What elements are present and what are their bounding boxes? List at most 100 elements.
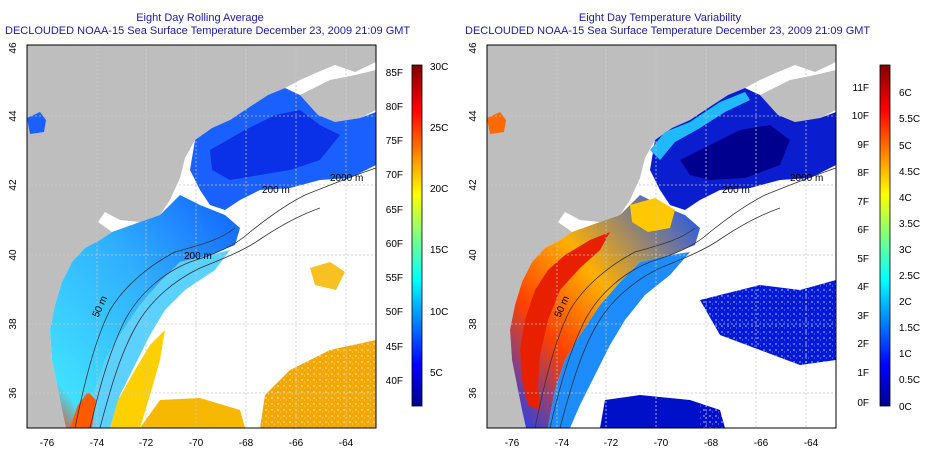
right-cb-f-2: 2F — [857, 339, 869, 350]
right-lat-36: 36 — [468, 387, 479, 399]
left-cb-f-80: 80F — [386, 102, 403, 113]
right-map-offshore-blue — [600, 395, 725, 428]
right-lon-72: -72 — [604, 438, 619, 449]
left-map-title-line1: Eight Day Rolling Average — [136, 12, 264, 24]
left-map-ns-patch — [27, 112, 46, 134]
right-map-shelf — [510, 195, 700, 428]
left-cb-f-55: 55F — [386, 273, 403, 284]
right-cb-f-0: 0F — [857, 398, 869, 409]
right-cb-c-4: 4C — [899, 193, 912, 204]
left-map: 2000 m 200 m 200 m 50 m 46 44 42 40 38 3… — [8, 42, 448, 449]
right-map-ns-patch — [487, 112, 506, 134]
left-map-patch-3 — [310, 262, 345, 290]
left-map-lat-labels: 46 44 42 40 38 36 — [8, 42, 19, 399]
right-cb-f-3: 3F — [857, 311, 869, 322]
left-map-lon-labels: -76 -74 -72 -70 -68 -66 -64 — [40, 438, 354, 449]
left-cb-f-60: 60F — [386, 239, 403, 250]
right-cb-c-0: 0C — [899, 402, 912, 413]
right-cb-c-2.5: 2.5C — [899, 271, 920, 282]
right-cb-f-7: 7F — [857, 197, 869, 208]
left-lat-46: 46 — [8, 42, 19, 54]
left-cb-c-30: 30C — [430, 62, 448, 73]
left-lon-66: -66 — [289, 438, 304, 449]
right-lon-64: -64 — [804, 438, 819, 449]
left-colorbar — [411, 64, 423, 407]
right-map-contour-label-200: 200 m — [722, 185, 750, 196]
right-map-outer-shelf — [548, 252, 690, 428]
right-cb-f-6: 6F — [857, 225, 869, 236]
right-lon-76: -76 — [505, 438, 520, 449]
left-cb-f-40: 40F — [386, 376, 403, 387]
right-lat-38: 38 — [468, 318, 479, 330]
right-lat-46: 46 — [468, 42, 479, 54]
right-map: 2000 m 200 m 50 m 46 44 42 40 38 36 -76 … — [468, 42, 920, 449]
left-map-contour-label-200a: 200 m — [262, 185, 290, 196]
right-colorbar-celsius: 6C 5.5C 5C 4.5C 4C 3.5C 3C 2.5C 2C 1.5C … — [899, 88, 920, 413]
right-cb-f-5: 5F — [857, 254, 869, 265]
right-cb-c-4.5: 4.5C — [899, 167, 920, 178]
right-cb-f-11: 11F — [853, 83, 870, 94]
right-lon-68: -68 — [704, 438, 719, 449]
right-cb-f-9: 9F — [857, 140, 869, 151]
left-map-shelf — [50, 195, 240, 428]
left-cb-f-50: 50F — [386, 307, 403, 318]
right-map-contour-label-2000: 2000 m — [790, 173, 823, 184]
left-map-title-line2: DECLOUDED NOAA-15 Sea Surface Temperatur… — [5, 25, 411, 37]
right-cb-c-2: 2C — [899, 297, 912, 308]
right-lat-44: 44 — [468, 110, 479, 122]
left-map-title: Eight Day Rolling Average DECLOUDED NOAA… — [5, 12, 411, 38]
right-colorbar-fahrenheit: 11F 10F 9F 8F 7F 6F 5F 4F 3F 2F 1F 0F — [852, 83, 869, 409]
right-cb-c-3: 3C — [899, 245, 912, 256]
right-cb-c-1: 1C — [899, 349, 912, 360]
right-lat-42: 42 — [468, 179, 479, 191]
left-cb-f-65: 65F — [386, 205, 403, 216]
right-map-yellow-patch — [630, 198, 675, 232]
right-cb-c-5.5: 5.5C — [899, 114, 920, 125]
left-cb-c-20: 20C — [430, 184, 448, 195]
right-map-title-line2: DECLOUDED NOAA-15 Sea Surface Temperatur… — [465, 25, 871, 37]
right-lon-74: -74 — [555, 438, 570, 449]
right-map-speckle — [700, 260, 836, 428]
right-cb-c-6: 6C — [899, 88, 912, 99]
left-colorbar-celsius: 30C 25C 20C 15C 10C 5C — [430, 62, 448, 379]
left-lat-44: 44 — [8, 110, 19, 122]
left-cb-c-10: 10C — [430, 307, 448, 318]
left-lon-76: -76 — [40, 438, 55, 449]
left-lon-74: -74 — [90, 438, 105, 449]
left-colorbar-fahrenheit: 85F 80F 75F 70F 65F 60F 55F 50F 45F 40F — [386, 68, 403, 387]
right-cb-c-1.5: 1.5C — [899, 323, 920, 334]
right-cb-c-5: 5C — [899, 141, 912, 152]
right-map-title: Eight Day Temperature Variability DECLOU… — [465, 12, 871, 38]
left-map-slope-warm — [110, 330, 165, 428]
right-cb-f-10: 10F — [852, 111, 869, 122]
right-map-lat-labels: 46 44 42 40 38 36 — [468, 42, 479, 399]
left-lat-38: 38 — [8, 318, 19, 330]
left-map-contour-label-2000: 2000 m — [330, 173, 363, 184]
right-cb-f-8: 8F — [857, 168, 869, 179]
left-cb-f-85: 85F — [386, 68, 403, 79]
left-lon-72: -72 — [139, 438, 154, 449]
left-map-speckle — [260, 340, 376, 428]
right-lon-70: -70 — [654, 438, 669, 449]
right-map-lon-labels: -76 -74 -72 -70 -68 -66 -64 — [505, 438, 819, 449]
right-cb-c-0.5: 0.5C — [899, 375, 920, 386]
left-map-contours — [74, 167, 377, 429]
left-map-contour-label-200b: 200 m — [184, 251, 212, 262]
right-lon-66: -66 — [754, 438, 769, 449]
left-lat-42: 42 — [8, 179, 19, 191]
right-cb-f-4: 4F — [857, 282, 869, 293]
right-map-land — [487, 45, 836, 428]
right-cb-f-1: 1F — [857, 368, 869, 379]
right-map-hot-band — [520, 232, 610, 410]
left-lat-40: 40 — [8, 249, 19, 261]
left-map-inner-gulf — [210, 110, 340, 180]
left-cb-c-25: 25C — [430, 123, 448, 134]
right-colorbar — [879, 64, 891, 407]
right-map-title-line1: Eight Day Temperature Variability — [578, 12, 742, 24]
left-map-outer-shelf — [88, 250, 230, 428]
left-lon-64: -64 — [339, 438, 354, 449]
left-cb-f-45: 45F — [386, 342, 403, 353]
left-lon-68: -68 — [239, 438, 254, 449]
right-map-nova-scotia — [760, 70, 836, 122]
